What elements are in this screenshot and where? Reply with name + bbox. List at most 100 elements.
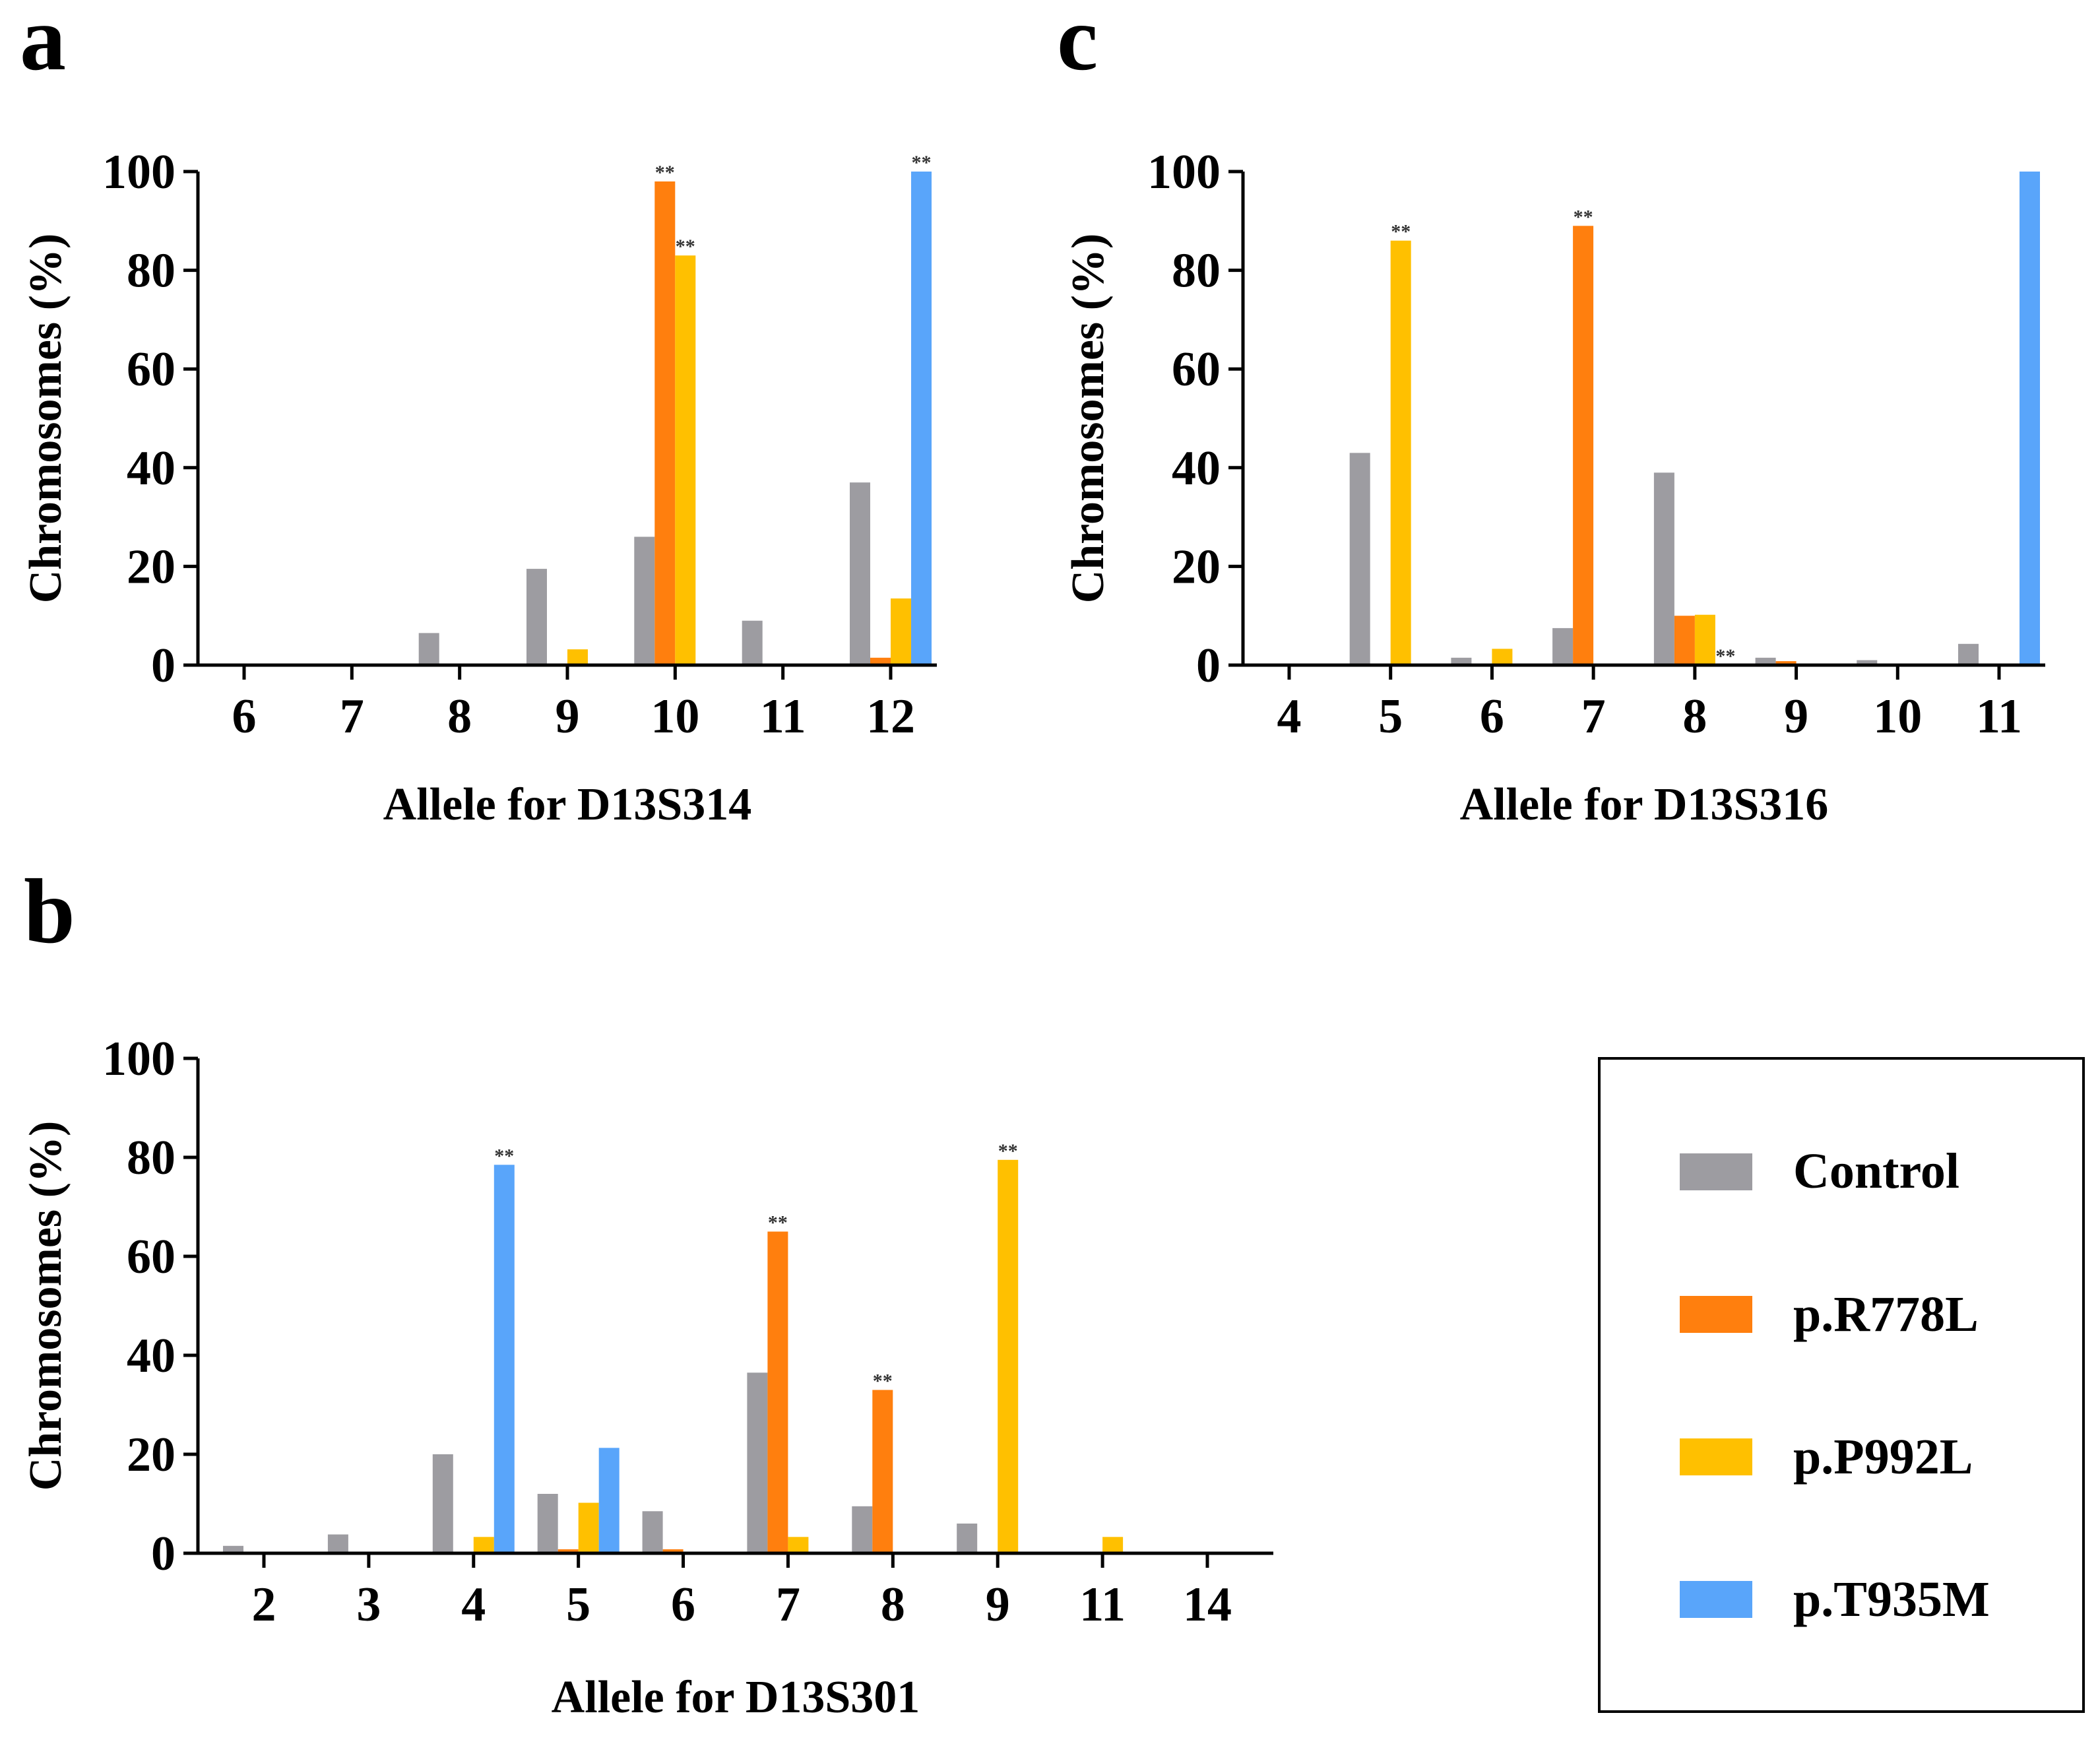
bar-c-control-10 xyxy=(1857,660,1878,665)
bar-b-control-2 xyxy=(223,1545,243,1554)
bar-c-pr778l-7 xyxy=(1573,226,1594,665)
bar-b-pr778l-6 xyxy=(662,1549,684,1553)
bar-c-control-11 xyxy=(1958,643,1979,665)
y-tick-label-b-20: 20 xyxy=(127,1428,175,1482)
bar-b-control-9 xyxy=(957,1524,978,1553)
y-tick-label-b-40: 40 xyxy=(127,1329,175,1383)
bar-b-pt935m-4 xyxy=(493,1165,515,1554)
legend-label-control: Control xyxy=(1793,1143,1959,1199)
bar-b-control-7 xyxy=(747,1372,768,1554)
x-tick-label-b-2: 2 xyxy=(252,1578,276,1632)
y-tick-label-c-0: 0 xyxy=(1196,639,1221,693)
bar-c-pr778l-8 xyxy=(1674,616,1695,665)
legend-swatch-p992l xyxy=(1680,1438,1752,1475)
bar-a-pr778l-10 xyxy=(654,181,676,665)
panel-letter-b: b xyxy=(24,860,75,963)
bar-a-pr778l-12 xyxy=(870,657,891,665)
x-tick-label-b-7: 7 xyxy=(776,1578,800,1632)
y-tick-label-b-100: 100 xyxy=(102,1032,175,1086)
bar-b-pt935m-5 xyxy=(598,1448,620,1554)
bar-a-control-12 xyxy=(850,482,870,665)
y-tick-label-a-100: 100 xyxy=(102,145,175,199)
x-tick-label-c-10: 10 xyxy=(1873,690,1922,744)
x-tick-label-c-11: 11 xyxy=(1976,690,2022,744)
bar-b-pp992l-7 xyxy=(788,1537,809,1554)
bar-b-control-3 xyxy=(327,1534,348,1553)
bar-a-pp992l-10 xyxy=(675,255,696,665)
significance-marker-b-1: ** xyxy=(768,1212,788,1234)
x-tick-label-c-7: 7 xyxy=(1581,690,1606,744)
y-tick-label-a-80: 80 xyxy=(127,244,175,298)
x-tick-label-a-11: 11 xyxy=(760,690,806,744)
bar-a-pp992l-9 xyxy=(567,649,588,665)
x-tick-label-a-7: 7 xyxy=(340,690,364,744)
legend-label-r778l: p.R778L xyxy=(1793,1287,1979,1342)
bar-b-pp992l-11 xyxy=(1102,1537,1124,1554)
y-axis-title-c: Chromosomes (%) xyxy=(1063,234,1114,604)
bar-c-pr778l-9 xyxy=(1775,661,1797,665)
bar-a-control-10 xyxy=(634,536,655,665)
x-axis-title-a: Allele for D13S314 xyxy=(383,779,752,830)
significance-marker-a-0: ** xyxy=(655,162,675,183)
bar-a-pp992l-12 xyxy=(891,598,911,665)
significance-marker-b-2: ** xyxy=(873,1370,893,1392)
legend: Control p.R778L p.P992L p.T935M xyxy=(1598,1057,2085,1713)
bar-a-control-11 xyxy=(742,620,763,665)
legend-swatch-control xyxy=(1680,1153,1752,1190)
panel-letter-a: a xyxy=(20,0,66,90)
bar-c-pt935m-11 xyxy=(2020,172,2040,665)
bar-b-control-6 xyxy=(642,1511,663,1554)
x-tick-label-c-5: 5 xyxy=(1378,690,1403,744)
bar-b-pp992l-4 xyxy=(473,1537,494,1554)
bar-b-pp992l-9 xyxy=(998,1159,1019,1554)
x-tick-label-c-9: 9 xyxy=(1784,690,1808,744)
legend-label-t935m: p.T935M xyxy=(1793,1572,1990,1627)
y-tick-label-a-0: 0 xyxy=(151,639,175,693)
y-tick-label-a-20: 20 xyxy=(127,540,175,594)
bar-a-control-9 xyxy=(526,569,547,665)
x-tick-label-c-6: 6 xyxy=(1480,690,1504,744)
significance-marker-a-1: ** xyxy=(676,236,695,257)
x-tick-label-b-5: 5 xyxy=(566,1578,590,1632)
significance-marker-b-3: ** xyxy=(998,1140,1018,1162)
legend-label-p992l: p.P992L xyxy=(1793,1429,1973,1485)
significance-marker-a-2: ** xyxy=(912,152,932,174)
y-axis-title-b: Chromosomes (%) xyxy=(20,1121,71,1491)
chart-panel-b: ** ** ** ** 0 20 40 60 80 100 2 3 4 5 6 7 8 9 11 14 Allele f… xyxy=(20,1032,1273,1723)
x-tick-label-a-6: 6 xyxy=(232,690,257,744)
y-tick-label-a-60: 60 xyxy=(127,342,175,397)
bar-c-control-8 xyxy=(1653,472,1674,665)
x-axis-title-c: Allele for D13S316 xyxy=(1460,779,1829,830)
panel-letter-c: c xyxy=(1057,0,1098,90)
x-tick-label-a-10: 10 xyxy=(651,690,699,744)
x-tick-label-b-3: 3 xyxy=(356,1578,381,1632)
bar-c-control-6 xyxy=(1451,657,1472,665)
y-tick-label-b-80: 80 xyxy=(127,1131,175,1185)
significance-marker-c-0: ** xyxy=(1391,221,1411,243)
bar-c-control-9 xyxy=(1755,657,1776,665)
bar-c-pp992l-8 xyxy=(1694,614,1715,665)
x-tick-label-b-6: 6 xyxy=(671,1578,695,1632)
x-tick-label-c-4: 4 xyxy=(1277,690,1302,744)
x-tick-label-a-8: 8 xyxy=(447,690,472,744)
y-tick-label-b-60: 60 xyxy=(127,1230,175,1284)
chart-panel-a: ** ** ** 0 20 40 60 80 100 6 7 8 9 10 11 12 Allele for D… xyxy=(20,145,937,830)
y-tick-label-c-100: 100 xyxy=(1147,145,1221,199)
bar-a-pt935m-12 xyxy=(911,172,932,665)
bar-c-control-7 xyxy=(1552,628,1574,665)
legend-swatch-r778l xyxy=(1680,1296,1752,1333)
bar-b-control-8 xyxy=(852,1506,873,1554)
bar-c-pp992l-6 xyxy=(1492,649,1513,665)
bar-b-pr778l-7 xyxy=(767,1231,788,1553)
bar-a-control-8 xyxy=(418,633,439,665)
significance-marker-c-1: ** xyxy=(1574,206,1593,228)
significance-marker-b-0: ** xyxy=(494,1145,514,1167)
bar-b-pr778l-5 xyxy=(557,1549,579,1553)
x-tick-label-b-4: 4 xyxy=(461,1578,486,1632)
y-tick-label-a-40: 40 xyxy=(127,441,175,496)
x-tick-label-a-9: 9 xyxy=(556,690,580,744)
x-tick-label-b-9: 9 xyxy=(986,1578,1010,1632)
x-tick-label-c-8: 8 xyxy=(1682,690,1707,744)
bar-b-control-5 xyxy=(537,1494,558,1553)
